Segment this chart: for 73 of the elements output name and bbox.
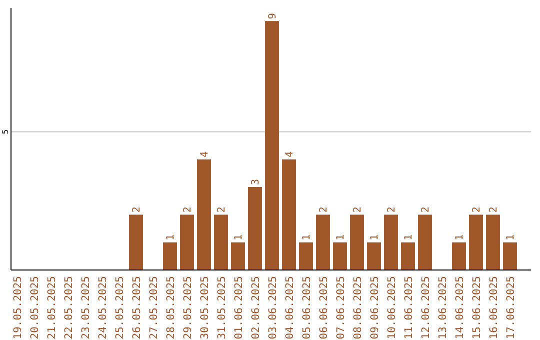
data-label: 1 [166, 234, 176, 240]
x-tick-label: 28.05.2025 [165, 276, 177, 340]
x-tick-label: 14.06.2025 [454, 276, 466, 340]
bar [367, 242, 381, 270]
data-label: 2 [216, 206, 228, 213]
x-tick-label: 10.06.2025 [386, 276, 398, 340]
bar [469, 214, 483, 270]
bar [384, 214, 398, 270]
bar [248, 187, 262, 270]
x-tick-label: 12.06.2025 [420, 276, 432, 340]
x-tick-label: 13.06.2025 [437, 276, 449, 340]
x-tick-label: 05.06.2025 [301, 276, 313, 340]
x-tick-label: 04.06.2025 [284, 276, 296, 340]
x-tick-label: 22.05.2025 [63, 276, 75, 340]
x-tick-label: 09.06.2025 [369, 276, 381, 340]
x-tick-label: 24.05.2025 [97, 276, 109, 340]
x-tick-label: 11.06.2025 [403, 276, 415, 340]
x-tick-label: 23.05.2025 [80, 276, 92, 340]
x-tick-label: 02.06.2025 [250, 276, 262, 340]
bar [163, 242, 177, 270]
x-tick-label: 27.05.2025 [148, 276, 160, 340]
bar [231, 242, 245, 270]
x-tick-label: 17.06.2025 [505, 276, 517, 340]
bar [333, 242, 347, 270]
x-tick-label: 29.05.2025 [182, 276, 194, 340]
data-label: 3 [250, 178, 262, 186]
data-label: 2 [318, 206, 330, 213]
data-label: 1 [302, 234, 312, 240]
x-tick-label: 30.05.2025 [199, 276, 211, 340]
data-label: 4 [200, 151, 210, 158]
data-label: 1 [234, 234, 244, 240]
data-label: 1 [370, 234, 380, 240]
bar [503, 242, 517, 270]
x-tick-label: 19.05.2025 [12, 276, 24, 340]
data-label: 2 [420, 206, 432, 213]
data-label: 2 [352, 206, 364, 213]
bar [418, 214, 432, 270]
bar [265, 21, 279, 270]
data-label: 2 [472, 206, 482, 213]
x-tick-label: 21.05.2025 [46, 276, 58, 340]
x-tick-label: 07.06.2025 [335, 276, 347, 340]
x-tick-label: 06.06.2025 [318, 276, 330, 340]
bar [180, 214, 194, 270]
data-label: 2 [488, 206, 500, 213]
y-tick-label: 5 [1, 129, 10, 134]
bar [282, 159, 296, 270]
data-label: 2 [132, 206, 142, 213]
x-tick-label: 31.05.2025 [216, 276, 228, 340]
data-label: 1 [506, 234, 516, 240]
data-label: 1 [404, 234, 414, 240]
x-tick-label: 26.05.2025 [131, 276, 143, 340]
data-label: 1 [336, 234, 346, 240]
bar [452, 242, 466, 270]
data-label: 9 [268, 13, 278, 20]
bar [197, 159, 211, 270]
data-label: 1 [454, 234, 466, 240]
x-tick-label: 08.06.2025 [352, 276, 364, 340]
bar [129, 214, 143, 270]
x-tick-label: 01.06.2025 [233, 276, 245, 340]
x-tick-label: 25.05.2025 [114, 276, 126, 340]
data-label: 4 [284, 151, 296, 158]
x-tick-label: 20.05.2025 [29, 276, 41, 340]
data-label: 2 [182, 206, 194, 213]
x-tick-label: 16.06.2025 [488, 276, 500, 340]
bar [486, 214, 500, 270]
bar [350, 214, 364, 270]
bar [401, 242, 415, 270]
bar [299, 242, 313, 270]
bar [316, 214, 330, 270]
data-label: 2 [386, 206, 398, 213]
x-tick-label: 15.06.2025 [471, 276, 483, 340]
x-tick-label: 03.06.2025 [267, 276, 279, 340]
bar [214, 214, 228, 270]
